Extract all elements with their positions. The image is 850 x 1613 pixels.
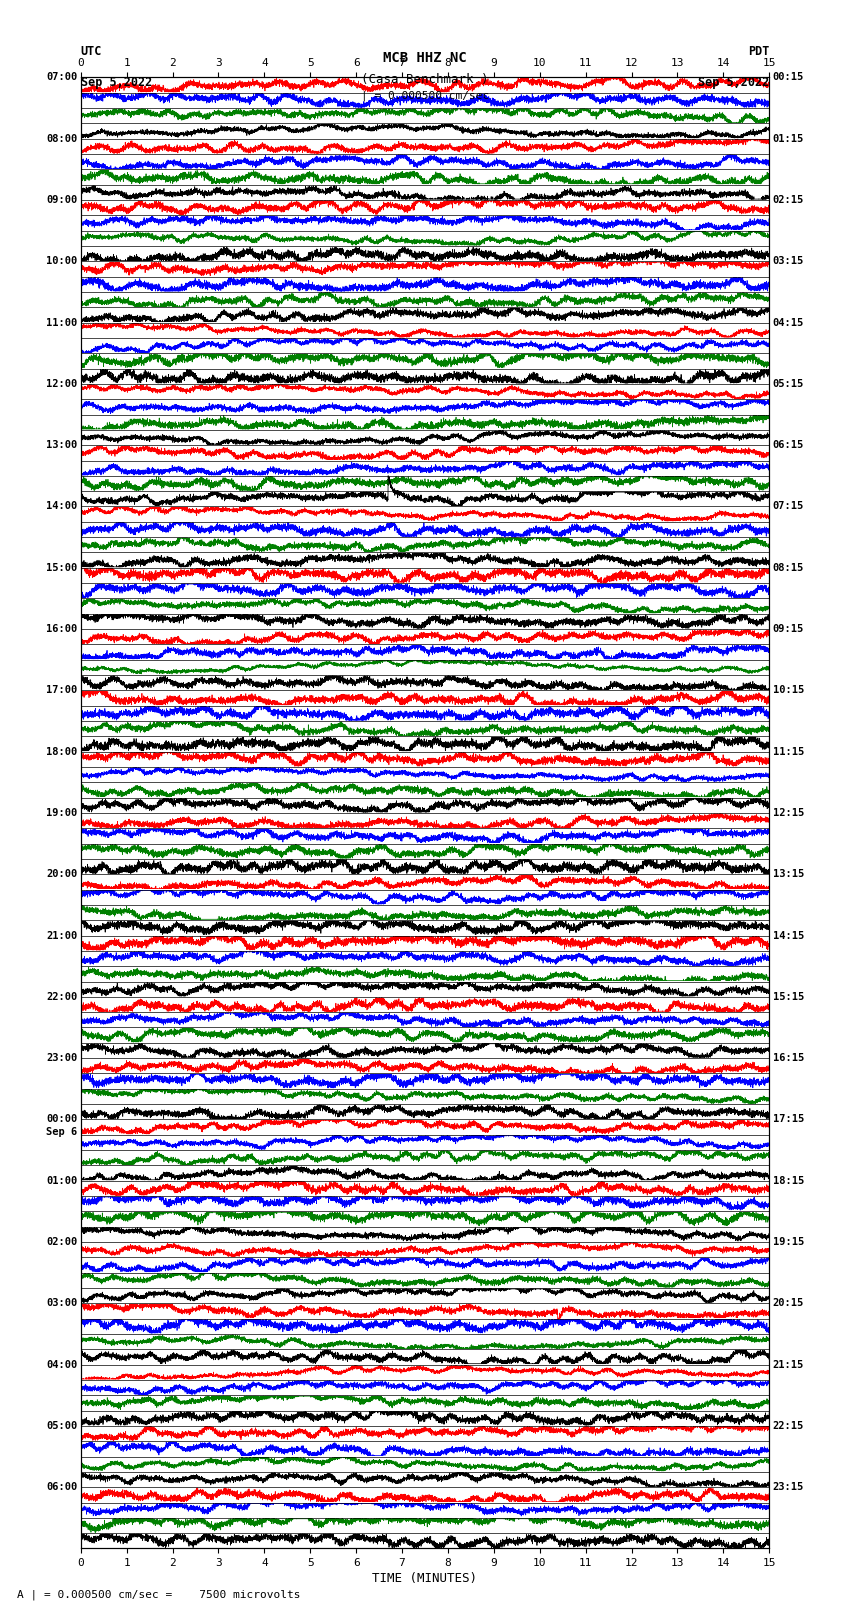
Text: 07:15: 07:15 (773, 502, 804, 511)
Text: 14:15: 14:15 (773, 931, 804, 940)
Text: 08:00: 08:00 (46, 134, 77, 144)
Text: 17:00: 17:00 (46, 686, 77, 695)
Text: 08:15: 08:15 (773, 563, 804, 573)
Text: 06:00: 06:00 (46, 1482, 77, 1492)
Text: 01:15: 01:15 (773, 134, 804, 144)
Text: 00:15: 00:15 (773, 73, 804, 82)
Text: Sep 5,2022: Sep 5,2022 (698, 76, 769, 89)
Text: 18:00: 18:00 (46, 747, 77, 756)
Text: 05:00: 05:00 (46, 1421, 77, 1431)
Text: 22:15: 22:15 (773, 1421, 804, 1431)
Text: MCB HHZ NC: MCB HHZ NC (383, 50, 467, 65)
Text: 01:00: 01:00 (46, 1176, 77, 1186)
Text: 21:15: 21:15 (773, 1360, 804, 1369)
Text: 06:15: 06:15 (773, 440, 804, 450)
Text: 10:15: 10:15 (773, 686, 804, 695)
Text: 13:15: 13:15 (773, 869, 804, 879)
Text: 23:00: 23:00 (46, 1053, 77, 1063)
Text: 15:15: 15:15 (773, 992, 804, 1002)
Text: 16:00: 16:00 (46, 624, 77, 634)
Text: 05:15: 05:15 (773, 379, 804, 389)
Text: 11:15: 11:15 (773, 747, 804, 756)
Text: 09:00: 09:00 (46, 195, 77, 205)
Text: 04:15: 04:15 (773, 318, 804, 327)
Text: 23:15: 23:15 (773, 1482, 804, 1492)
Text: 14:00: 14:00 (46, 502, 77, 511)
Text: 07:00: 07:00 (46, 73, 77, 82)
Text: 11:00: 11:00 (46, 318, 77, 327)
Text: Sep 6: Sep 6 (46, 1127, 77, 1137)
Text: 21:00: 21:00 (46, 931, 77, 940)
Text: 22:00: 22:00 (46, 992, 77, 1002)
Text: 02:00: 02:00 (46, 1237, 77, 1247)
Text: A | = 0.000500 cm/sec =    7500 microvolts: A | = 0.000500 cm/sec = 7500 microvolts (17, 1589, 301, 1600)
Text: Sep 5,2022: Sep 5,2022 (81, 76, 152, 89)
Text: 17:15: 17:15 (773, 1115, 804, 1124)
Text: 04:00: 04:00 (46, 1360, 77, 1369)
Text: 19:15: 19:15 (773, 1237, 804, 1247)
Text: 20:00: 20:00 (46, 869, 77, 879)
Text: 00:00: 00:00 (46, 1115, 77, 1124)
Text: UTC: UTC (81, 45, 102, 58)
Text: 12:00: 12:00 (46, 379, 77, 389)
Text: | = 0.000500 cm/sec: | = 0.000500 cm/sec (361, 90, 489, 102)
Text: 03:15: 03:15 (773, 256, 804, 266)
Text: 10:00: 10:00 (46, 256, 77, 266)
Text: 12:15: 12:15 (773, 808, 804, 818)
X-axis label: TIME (MINUTES): TIME (MINUTES) (372, 1573, 478, 1586)
Text: 03:00: 03:00 (46, 1298, 77, 1308)
Text: (Casa Benchmark ): (Casa Benchmark ) (361, 73, 489, 85)
Text: 19:00: 19:00 (46, 808, 77, 818)
Text: 18:15: 18:15 (773, 1176, 804, 1186)
Text: 13:00: 13:00 (46, 440, 77, 450)
Text: 02:15: 02:15 (773, 195, 804, 205)
Text: 16:15: 16:15 (773, 1053, 804, 1063)
Text: 20:15: 20:15 (773, 1298, 804, 1308)
Text: PDT: PDT (748, 45, 769, 58)
Text: 15:00: 15:00 (46, 563, 77, 573)
Text: 09:15: 09:15 (773, 624, 804, 634)
